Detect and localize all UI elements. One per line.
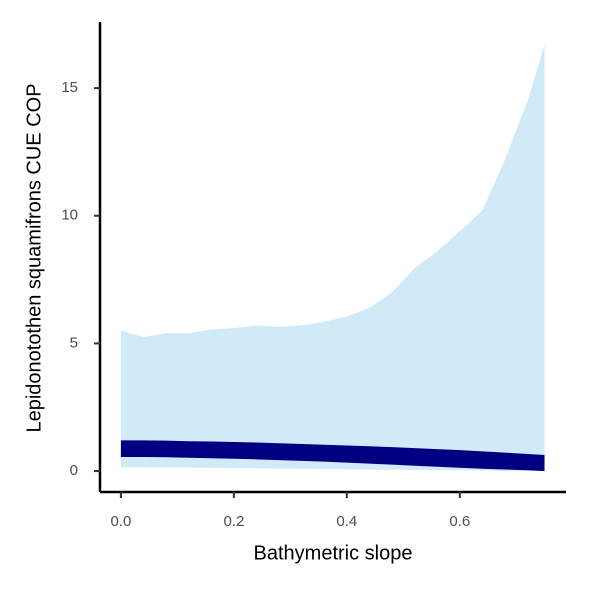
- ribbon: [120, 44, 545, 472]
- x-tick-label: 0.4: [336, 513, 357, 530]
- y-tick-label: 0: [70, 462, 78, 479]
- x-tick-label: 0.0: [110, 513, 131, 530]
- y-tick-label: 15: [61, 79, 78, 96]
- x-tick-label: 0.2: [223, 513, 244, 530]
- ribbon: [120, 440, 545, 472]
- y-axis-label: Lepidonotothen squamifrons CUE COP: [23, 83, 45, 432]
- y-tick-label: 10: [61, 207, 78, 224]
- y-tick-label: 5: [70, 334, 78, 351]
- x-tick-label: 0.6: [449, 513, 470, 530]
- x-axis-label: Bathymetric slope: [254, 542, 413, 564]
